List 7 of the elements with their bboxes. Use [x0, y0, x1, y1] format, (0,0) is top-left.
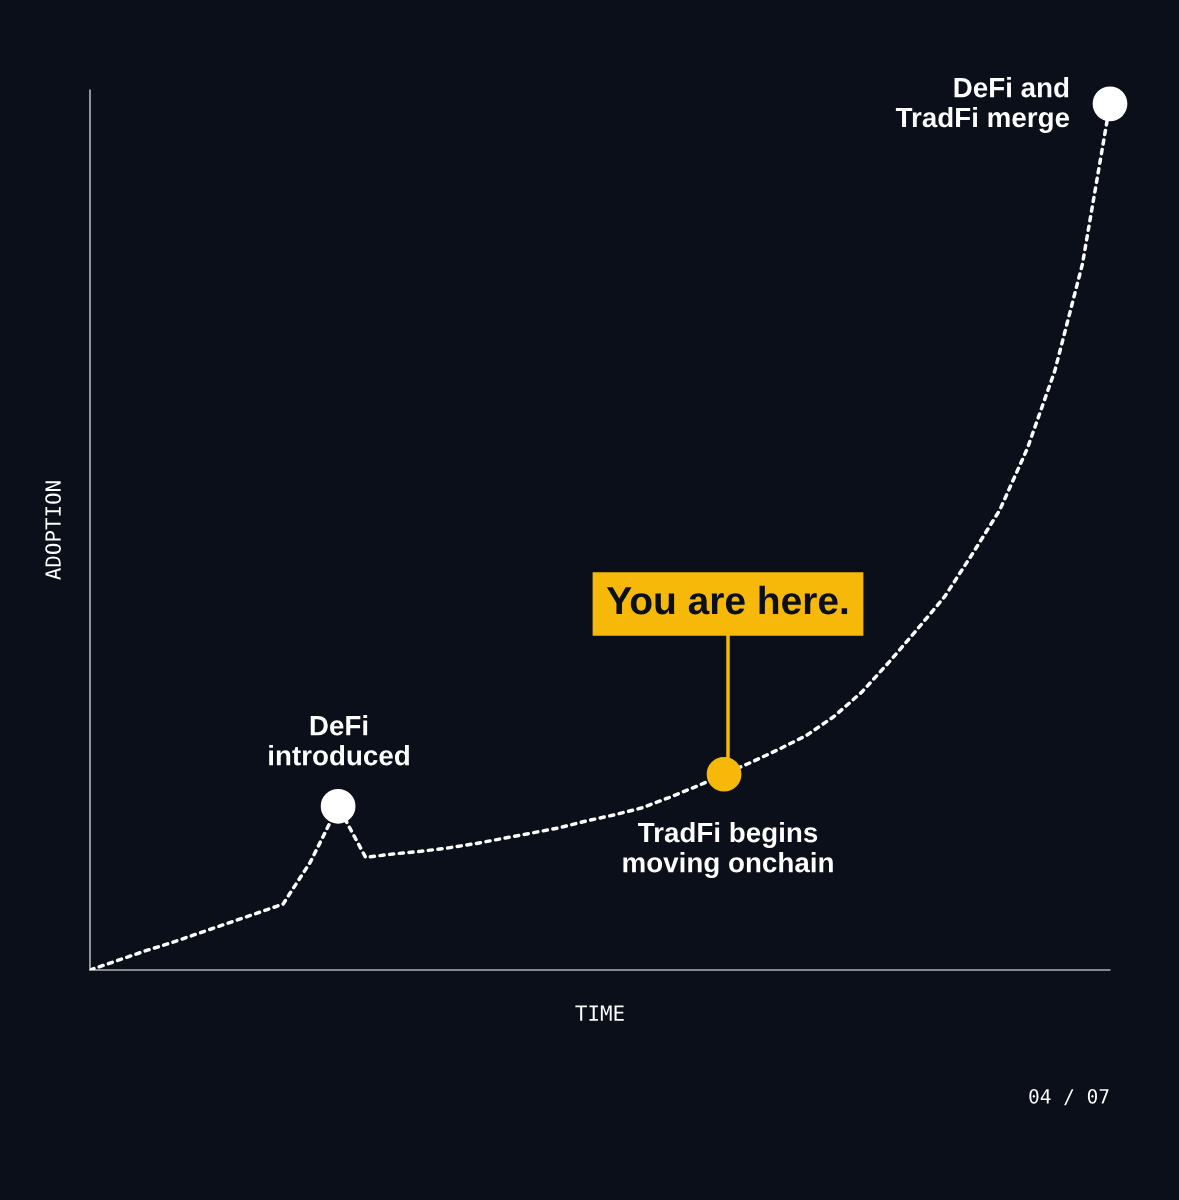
annotation: DeFi and TradFi merge — [895, 77, 1070, 133]
text: 04 / 07 — [1029, 1088, 1109, 1106]
y-axis-title: ADOPTION — [45, 481, 61, 580]
annotation: You are here. — [606, 585, 848, 615]
annotation: DeFi introduced — [269, 715, 409, 766]
x-axis-title: TIME — [575, 1005, 624, 1021]
annotation: TradFi begins moving onchain — [623, 821, 833, 879]
